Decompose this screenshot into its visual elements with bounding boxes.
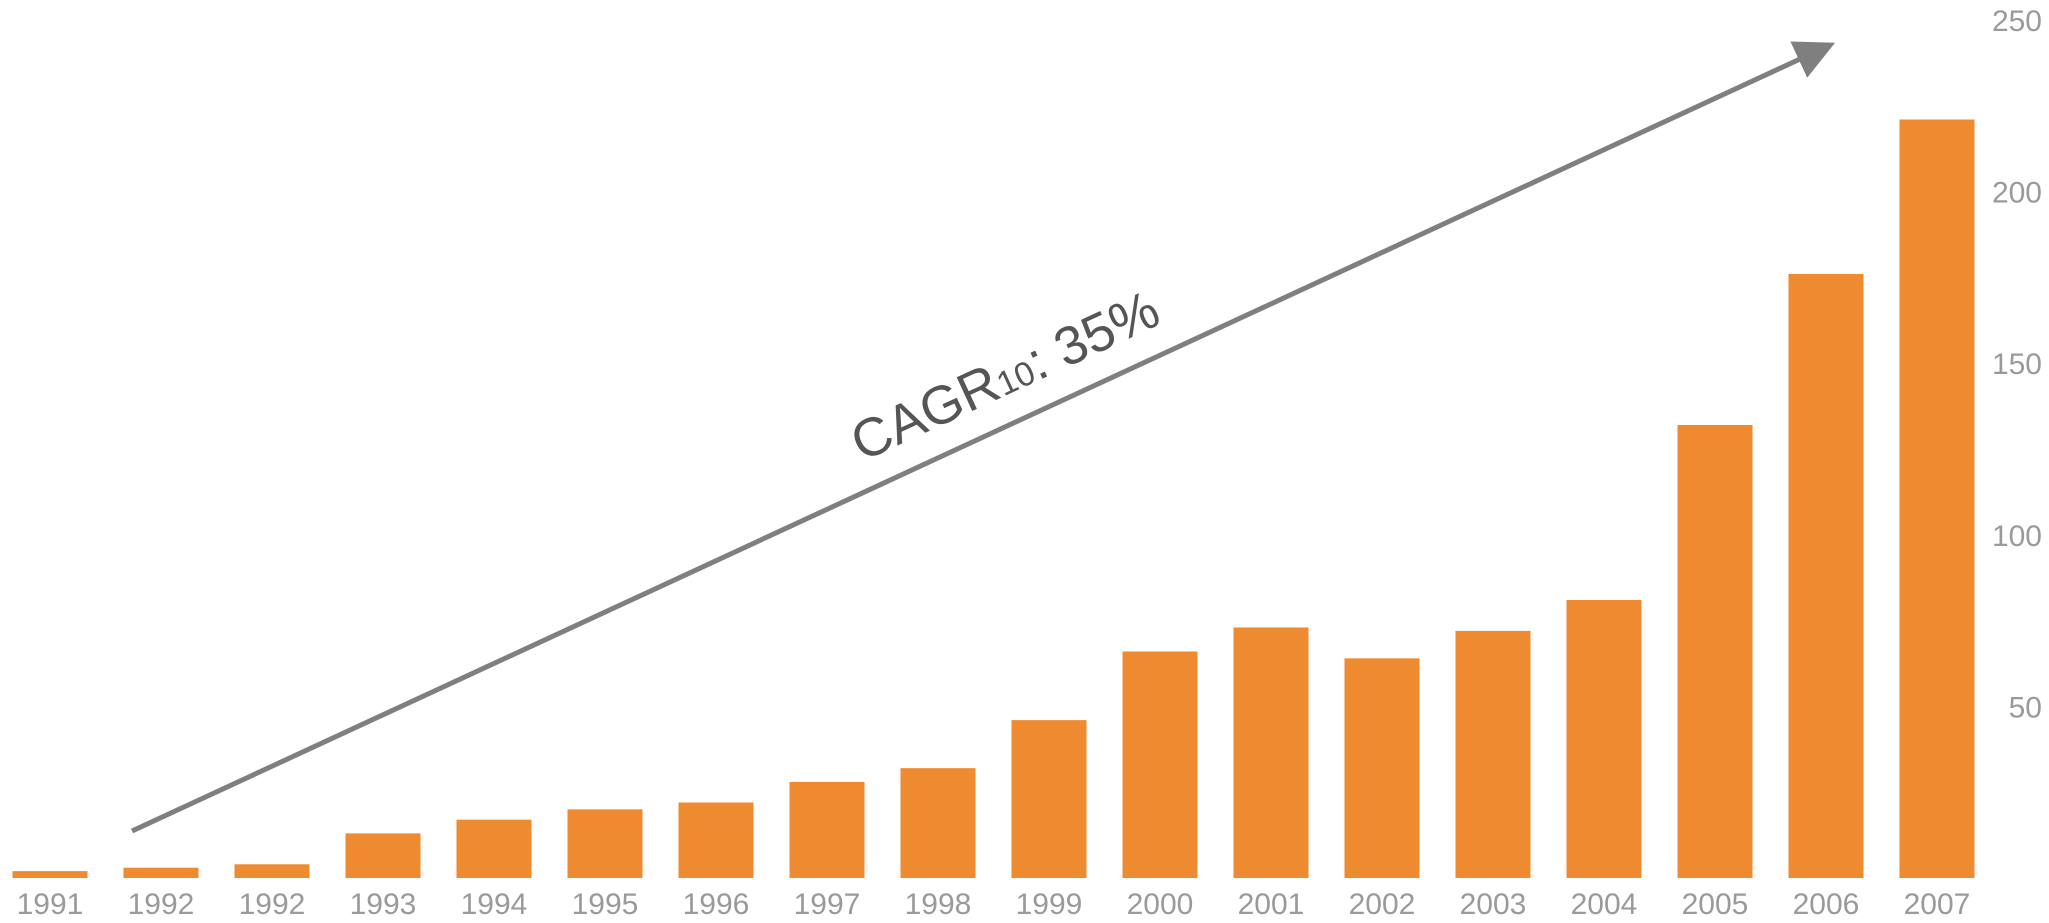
bar-1998 [900, 768, 976, 878]
x-tick-label: 1992 [239, 888, 306, 921]
x-tick-label: 2007 [1904, 888, 1971, 921]
bar-1996 [678, 802, 754, 878]
x-tick-label: 1991 [17, 888, 84, 921]
x-axis-ticks: 1991 1992 1992 1993 1994 1995 1996 1997 1998 1999… [17, 888, 1971, 921]
x-tick-label: 1994 [461, 888, 528, 921]
bar-1993 [345, 833, 421, 878]
x-tick-label: 2001 [1238, 888, 1305, 921]
bar-2001 [1233, 627, 1309, 878]
y-tick-label: 50 [2009, 691, 2042, 724]
cagr-label: CAGR [842, 353, 1009, 473]
y-tick-label: 200 [1992, 177, 2042, 210]
x-tick-label: 1993 [350, 888, 417, 921]
y-axis-ticks: 50 100 150 200 250 [1992, 5, 2042, 724]
x-tick-label: 1992 [128, 888, 195, 921]
x-tick-label: 2005 [1682, 888, 1749, 921]
growth-arrow [130, 41, 1836, 834]
bar-2004 [1566, 600, 1642, 878]
bar-1992 [234, 864, 310, 878]
x-tick-label: 1997 [794, 888, 861, 921]
x-tick-label: 1999 [1016, 888, 1083, 921]
x-tick-label: 1996 [683, 888, 750, 921]
x-tick-label: 2002 [1349, 888, 1416, 921]
x-tick-label: 1998 [905, 888, 972, 921]
bar-2002 [1344, 658, 1420, 878]
bar-2007 [1899, 119, 1975, 878]
y-tick-label: 100 [1992, 520, 2042, 553]
bar-1997 [789, 781, 865, 878]
x-tick-label: 2003 [1460, 888, 1527, 921]
x-tick-label: 2004 [1571, 888, 1638, 921]
x-tick-label: 1995 [572, 888, 639, 921]
bar-2005 [1677, 424, 1753, 878]
y-tick-label: 250 [1992, 5, 2042, 38]
bar-2006 [1788, 273, 1864, 878]
cagr-value: : 35% [1018, 279, 1169, 391]
x-tick-label: 2006 [1793, 888, 1860, 921]
bar-1991 [12, 871, 88, 878]
y-tick-label: 150 [1992, 348, 2042, 381]
bar-2000 [1122, 651, 1198, 878]
bar-1994 [456, 819, 532, 878]
bar-2003 [1455, 630, 1531, 878]
bars [12, 119, 1975, 878]
bar-1995 [567, 809, 643, 878]
x-tick-label: 2000 [1127, 888, 1194, 921]
bar-1999 [1011, 720, 1087, 878]
bar-1992 [123, 867, 199, 878]
